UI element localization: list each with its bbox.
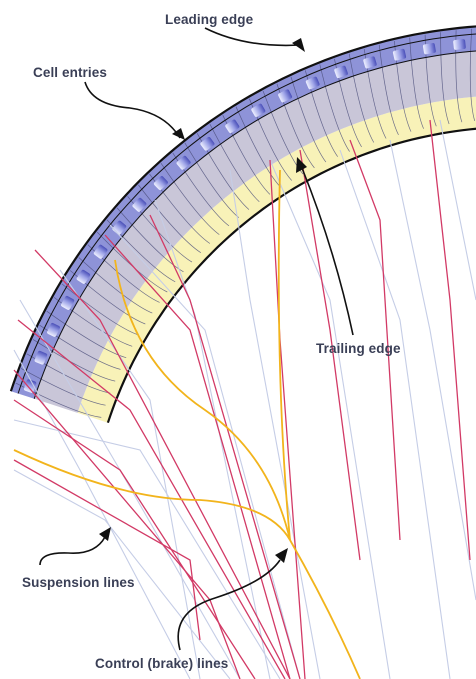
labels: Leading edge Cell entries Trailing edge …: [22, 12, 401, 671]
cell-rib: [61, 283, 139, 336]
cell-rib: [184, 142, 240, 218]
cell-entry: [334, 65, 348, 79]
control-lines-group: [13, 169, 361, 679]
front-suspension-line: [34, 249, 291, 679]
front-suspension-line: [13, 459, 201, 641]
cell-entry: [176, 155, 191, 170]
cell-entry: [61, 295, 75, 310]
front-suspension-line: [269, 159, 306, 679]
cell-entry: [23, 379, 37, 393]
suspension-line: [13, 349, 191, 679]
cell-rib: [319, 64, 350, 152]
suspension-line: [389, 139, 476, 601]
trailing-edge-pointer: [296, 157, 354, 336]
cell-rib: [469, 28, 476, 121]
cell-entry: [363, 56, 377, 69]
trailing-edge-label: Trailing edge: [316, 341, 401, 356]
front-suspension-line: [149, 214, 301, 679]
front-suspension-line: [13, 399, 256, 679]
cell-rib: [409, 37, 424, 129]
suspension-line: [339, 149, 451, 679]
cell-entry: [305, 76, 320, 90]
front-suspension-line: [349, 139, 401, 541]
cell-entries-row: [23, 39, 466, 393]
cell-entry: [76, 269, 91, 284]
cell-rib: [46, 310, 127, 359]
control-line: [114, 259, 291, 541]
suspension-line: [59, 269, 201, 679]
cell-rib: [378, 44, 399, 136]
control-line: [13, 449, 291, 541]
cell-rib: [20, 368, 106, 406]
leading-edge-outline: [9, 25, 476, 392]
pointer-arrows: [39, 27, 354, 651]
cell-rib: [290, 76, 327, 163]
cell-rib: [348, 53, 375, 143]
cell-row-bottom-outline: [33, 50, 476, 399]
cell-rib: [138, 184, 201, 253]
cell-entry: [251, 103, 266, 117]
cell-entry: [47, 322, 60, 337]
cell-rib: [235, 106, 281, 188]
cell-entry: [422, 43, 436, 55]
cell-rib: [209, 123, 260, 203]
suspension-lines-label: Suspension lines: [22, 575, 135, 590]
suspension-line: [13, 419, 281, 679]
suspension-line: [109, 224, 301, 679]
cell-rib: [440, 32, 450, 125]
front-suspension-lines-group: [13, 119, 471, 679]
front-suspension-line: [299, 149, 361, 561]
suspension-line: [269, 159, 391, 679]
canopy-underside: [34, 51, 476, 413]
cell-entry: [153, 176, 168, 191]
front-suspension-line: [104, 234, 291, 679]
cell-entry: [93, 244, 108, 259]
trailing-edge-band: [77, 96, 476, 423]
front-suspension-line: [17, 319, 286, 679]
suspension-line: [13, 469, 231, 679]
cell-entry: [34, 350, 48, 365]
cell-rib: [32, 339, 116, 382]
control-line: [277, 169, 291, 541]
trailing-edge-outline: [106, 127, 476, 424]
cell-entry: [225, 119, 240, 134]
control-line: [289, 539, 361, 679]
canopy: [9, 25, 476, 424]
leading-edge-label: Leading edge: [165, 12, 254, 27]
cell-entry: [132, 197, 147, 212]
suspension-line: [439, 119, 476, 301]
cell-row-top-outline: [17, 33, 476, 394]
control-lines-label: Control (brake) lines: [95, 656, 228, 671]
leading-edge-pointer: [204, 27, 305, 52]
cell-entry: [392, 48, 407, 61]
cell-entry: [453, 39, 466, 50]
cell-entry: [200, 137, 215, 151]
control-lines-pointer: [177, 548, 288, 651]
cell-entries-label: Cell entries: [33, 65, 107, 80]
cell-entries-pointer: [84, 81, 185, 140]
front-suspension-line: [429, 119, 471, 561]
cell-rib: [160, 163, 220, 235]
suspension-lines-pointer: [39, 527, 111, 566]
cell-entry: [278, 89, 293, 103]
